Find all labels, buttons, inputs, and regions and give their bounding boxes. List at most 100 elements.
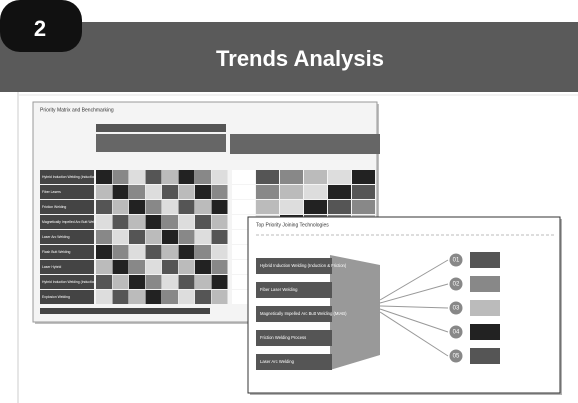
row-label: Explosion Welding [42, 295, 70, 299]
step-number: 04 [453, 330, 460, 336]
cell [96, 275, 112, 289]
cell [129, 275, 145, 289]
cell [195, 230, 211, 244]
row-label-cell [40, 185, 94, 199]
cell [129, 170, 145, 184]
step-photo [470, 348, 500, 364]
cell [195, 185, 211, 199]
legend-chip [40, 308, 100, 314]
process-label: Magnetically Impelled Arc Butt Welding (… [260, 311, 347, 316]
right-screenshot: Top Priority Joining Technologies Hybrid… [247, 216, 562, 395]
cell [129, 200, 145, 214]
row-label: Flash Butt Welding [42, 250, 71, 254]
legend-chip [95, 308, 155, 314]
cell [232, 185, 255, 199]
row-label-cell [40, 200, 94, 214]
cell [211, 230, 228, 244]
cell [145, 230, 162, 244]
cell [211, 200, 228, 214]
process-box [256, 354, 332, 370]
step-circle [448, 252, 464, 268]
cell [178, 290, 195, 304]
cell [195, 200, 211, 214]
row-label: Hybrid Induction Welding (Induction & Ar… [42, 280, 106, 284]
cell [178, 215, 195, 229]
process-box [256, 306, 332, 322]
row-label: Magnetically Impelled Arc Butt Welding [42, 220, 101, 224]
cell [112, 275, 129, 289]
connector [379, 308, 449, 333]
slide-title: Trends Analysis [216, 46, 384, 71]
process-box [256, 330, 332, 346]
cell [232, 200, 255, 214]
cell [162, 200, 178, 214]
cell [96, 260, 112, 274]
cell [112, 245, 129, 259]
row-label-cell [40, 290, 94, 304]
cell [328, 200, 351, 214]
cell [162, 170, 178, 184]
row-label-cell [40, 215, 94, 229]
cell [145, 170, 162, 184]
cell [129, 260, 145, 274]
cell [96, 185, 112, 199]
cell [96, 230, 112, 244]
cell [280, 200, 303, 214]
cell [162, 290, 178, 304]
cell [211, 185, 228, 199]
funnel [330, 255, 380, 370]
cell [256, 200, 279, 214]
step-number: 03 [453, 306, 460, 312]
header-cell [230, 134, 380, 154]
cell [96, 290, 112, 304]
cell [211, 290, 228, 304]
cell [304, 200, 327, 214]
cell [129, 185, 145, 199]
cell [178, 185, 195, 199]
cell [178, 170, 195, 184]
cell [162, 185, 178, 199]
connector [379, 283, 449, 304]
cell [145, 275, 162, 289]
cell [162, 230, 178, 244]
cell [96, 215, 112, 229]
process-label: Fiber Laser Welding [260, 287, 298, 292]
connector [379, 259, 449, 301]
cell [129, 290, 145, 304]
cell [195, 170, 211, 184]
cell [328, 185, 351, 199]
legend-chip [150, 308, 210, 314]
cell [112, 230, 129, 244]
cell [129, 215, 145, 229]
step-photo [470, 324, 500, 340]
cell [256, 185, 279, 199]
row-label: Laser Arc Welding [42, 235, 70, 239]
cell [195, 215, 211, 229]
panel-title: Priority Matrix and Benchmarking [40, 107, 114, 113]
row-label-cell [40, 245, 94, 259]
cell [145, 245, 162, 259]
cell [129, 230, 145, 244]
cell [195, 290, 211, 304]
row-label: Laser Hybrid [42, 265, 61, 269]
cell [328, 170, 351, 184]
row-label: Hybrid Induction Welding (Induction & Fr… [42, 175, 112, 179]
cell [145, 215, 162, 229]
cell [352, 200, 375, 214]
header-cell [96, 124, 226, 132]
cell [145, 290, 162, 304]
cell [162, 275, 178, 289]
cell [112, 185, 129, 199]
cell [211, 170, 228, 184]
header-band [0, 22, 578, 92]
step-number: 02 [453, 282, 460, 288]
row-label-cell [40, 260, 94, 274]
step-number: 01 [453, 258, 460, 264]
row-label: Fiber Lasers [42, 190, 61, 194]
step-number: 05 [453, 354, 460, 360]
step-circle [448, 348, 464, 364]
row-label-cell [40, 275, 94, 289]
cell [211, 275, 228, 289]
cell [304, 170, 327, 184]
